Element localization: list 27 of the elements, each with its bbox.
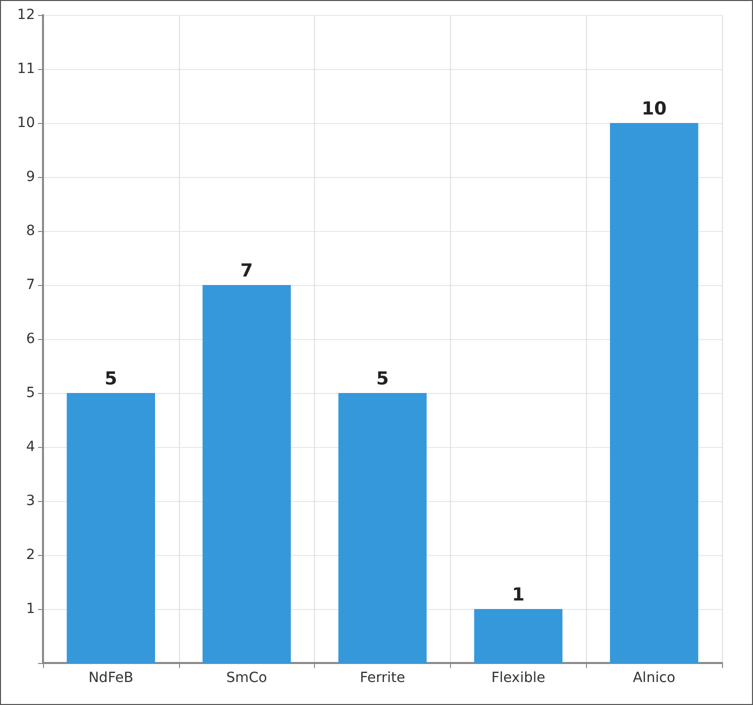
- bar: [202, 285, 291, 663]
- data-label: 1: [512, 584, 525, 606]
- bar: [338, 393, 427, 663]
- y-tick-label: 12: [17, 7, 35, 23]
- y-tick-label: 6: [26, 331, 36, 347]
- bar: [66, 393, 156, 663]
- y-tick-label: 11: [17, 61, 35, 77]
- x-tick-label: Alnico: [632, 670, 676, 686]
- bar: [474, 609, 562, 663]
- y-tick-label: 5: [26, 385, 35, 401]
- y-tick-label: 9: [26, 169, 35, 185]
- bar: [610, 123, 698, 663]
- x-tick-label: Flexible: [491, 670, 546, 686]
- data-label: 7: [240, 260, 253, 282]
- y-tick-label: 4: [26, 439, 36, 455]
- data-label: 5: [376, 368, 389, 390]
- x-tick-label: NdFeB: [88, 670, 134, 686]
- y-tick-label: 1: [26, 601, 35, 617]
- y-tick-label: 8: [26, 223, 35, 239]
- y-tick-label: 7: [26, 277, 35, 293]
- x-tick-label: SmCo: [226, 670, 268, 686]
- y-tick-label: 10: [17, 115, 35, 131]
- data-label: 5: [104, 368, 118, 390]
- x-tick-label: Ferrite: [360, 670, 406, 686]
- y-tick-label: 3: [26, 493, 35, 509]
- data-label: 10: [642, 98, 667, 120]
- y-tick-label: 2: [26, 547, 35, 563]
